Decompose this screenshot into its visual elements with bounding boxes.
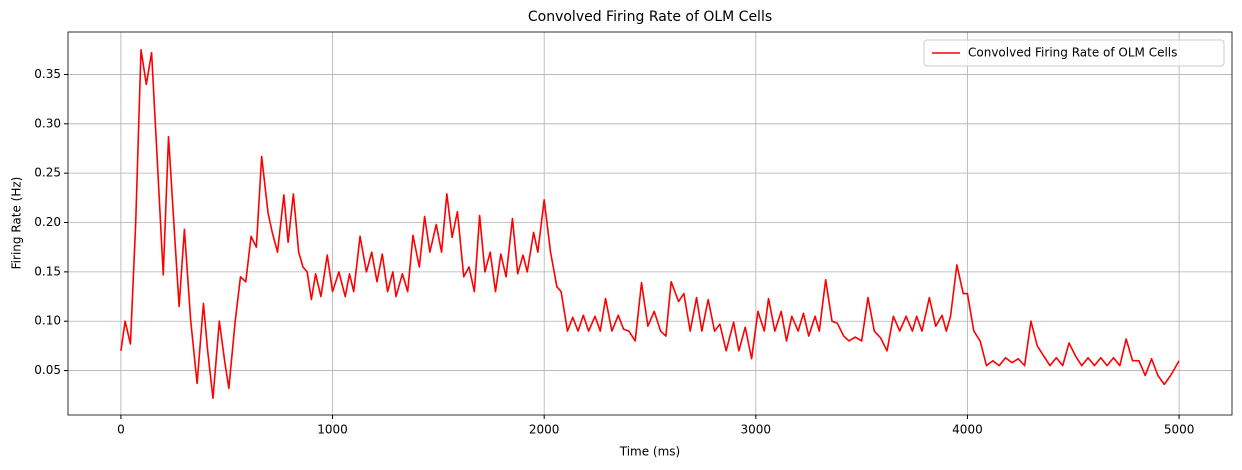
y-tick-label: 0.25 — [34, 166, 61, 180]
x-tick-label: 3000 — [741, 423, 772, 437]
x-tick-label: 4000 — [952, 423, 983, 437]
chart-title: Convolved Firing Rate of OLM Cells — [528, 9, 772, 25]
x-tick-label: 0 — [117, 423, 125, 437]
x-tick-label: 5000 — [1164, 423, 1195, 437]
y-axis-label: Firing Rate (Hz) — [10, 177, 24, 270]
y-tick-label: 0.20 — [34, 215, 61, 229]
legend-label: Convolved Firing Rate of OLM Cells — [968, 46, 1177, 60]
y-tick-label: 0.05 — [34, 363, 61, 377]
y-tick-label: 0.30 — [34, 116, 61, 130]
y-tick-label: 0.10 — [34, 314, 61, 328]
y-tick-label: 0.35 — [34, 67, 61, 81]
data-line — [120, 48, 1180, 400]
x-tick-label: 1000 — [317, 423, 348, 437]
x-axis-label: Time (ms) — [619, 445, 681, 459]
x-tick-label: 2000 — [529, 423, 560, 437]
y-tick-label: 0.15 — [34, 264, 61, 278]
legend-box — [923, 39, 1225, 67]
plot-frame — [67, 31, 1233, 416]
